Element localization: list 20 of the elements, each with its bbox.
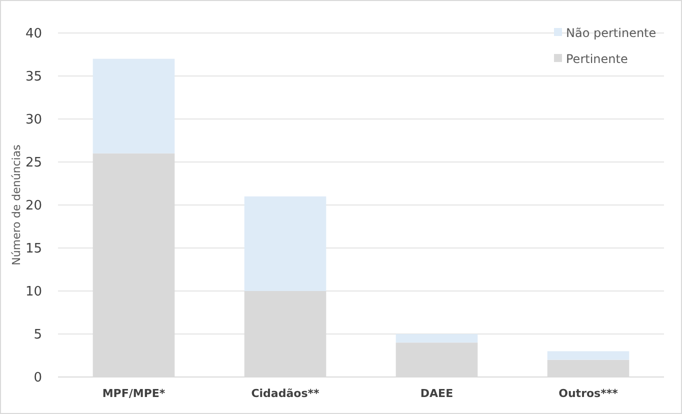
x-tick-label: Cidadãos** [251, 387, 320, 400]
y-tick-label: 30 [25, 112, 42, 128]
x-tick-label: Outros*** [558, 387, 618, 400]
y-tick-label: 10 [25, 284, 42, 300]
bar [244, 196, 326, 291]
y-tick-label: 20 [25, 198, 42, 214]
y-tick-label: 5 [34, 328, 42, 343]
legend-label: Não pertinente [566, 26, 656, 40]
y-tick-label: 0 [34, 370, 42, 386]
legend-label: Pertinente [566, 52, 628, 66]
y-axis-title: Número de denúncias [10, 144, 23, 266]
y-tick-label: 15 [25, 242, 42, 257]
bar [92, 58, 175, 154]
y-tick-label: 25 [25, 156, 42, 171]
x-tick-label: DAEE [420, 387, 454, 400]
y-tick-label: 40 [25, 26, 42, 42]
bar [547, 351, 630, 360]
x-tick-label: MPF/MPE* [102, 387, 166, 400]
bar [396, 334, 478, 343]
y-tick-label: 35 [25, 70, 42, 85]
